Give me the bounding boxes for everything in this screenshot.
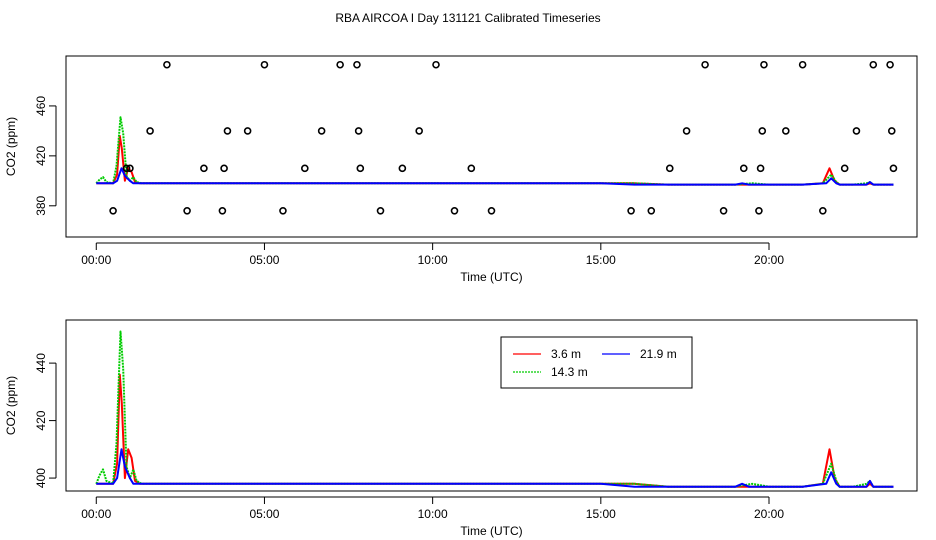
legend-label: 21.9 m [640,347,677,361]
x-tick-label: 10:00 [418,507,448,521]
calibration-point [487,206,496,215]
series-line-21-9-m [96,448,894,488]
calibration-point [647,206,656,215]
calibration-point [220,164,228,173]
calibration-point [682,127,691,135]
calibration-point [126,164,134,173]
calibration-point [243,127,252,135]
y-axis-label: CO2 (ppm) [4,376,18,435]
legend-label: 14.3 m [551,365,588,379]
x-tick-label: 20:00 [754,507,784,521]
plot-area [95,330,894,488]
calibration-point [146,127,154,135]
calibration-point [223,127,232,135]
calibration-point [719,206,728,215]
calibration-point [301,164,309,173]
calibration-point [376,206,385,215]
x-tick-label: 05:00 [249,507,279,521]
calibration-point [665,164,674,173]
series-line-3-6-m [96,134,894,186]
calibration-point [701,60,709,69]
y-tick-label: 380 [34,195,48,215]
plot-frame [65,319,918,492]
calibration-point [432,60,440,69]
series-calibration-points [109,60,898,215]
plot-frame [65,55,918,238]
calibration-point [739,164,748,173]
calibration-point [317,127,326,135]
calibration-point [336,60,344,69]
calibration-point [758,127,767,135]
bottom-panel-timeseries: 00:00 05:00 10:00 15:00 20:00 Time (UTC) 400 42… [4,319,918,538]
y-tick-label: 420 [34,410,48,430]
figure-title: RBA AIRCOA I Day 131121 Calibrated Times… [335,11,600,25]
y-tick-label: 460 [34,96,48,116]
calibration-point [852,127,861,135]
calibration-point [109,206,117,215]
x-axis-label: Time (UTC) [460,524,522,538]
calibration-point [756,164,765,173]
calibration-point [415,127,423,135]
calibration-point [354,127,363,135]
calibration-point [889,164,898,173]
calibration-point [260,60,269,69]
y-tick-label: 420 [34,146,48,166]
series-line-14-3-m [95,330,894,488]
calibration-point [183,206,191,215]
calibration-point [782,127,790,135]
top-panel-timeseries-with-calibration-points: 00:00 05:00 10:00 15:00 20:00 Time (UTC) 380 42… [4,55,918,284]
calibration-point [755,206,763,215]
x-tick-label: 10:00 [418,253,448,267]
calibration-point [398,164,407,173]
calibration-point [356,164,365,173]
calibration-point [798,60,807,69]
legend-label: 3.6 m [551,347,581,361]
calibration-point [353,60,361,69]
x-tick-label: 05:00 [249,253,279,267]
legend-box [500,336,693,389]
legend: 3.6 m 21.9 m 14.3 m [500,336,693,389]
calibration-point [886,60,894,69]
calibration-point [450,206,459,215]
series-line-21-9-m [96,167,894,186]
calibration-point [869,60,878,69]
series-line-3-6-m [96,373,894,488]
calibration-point [163,60,171,69]
calibration-point [819,206,827,215]
calibration-point [627,206,635,215]
calibration-point [840,164,849,173]
y-axis-label: CO2 (ppm) [4,117,18,176]
x-tick-label: 00:00 [81,253,111,267]
x-tick-label: 20:00 [754,253,784,267]
x-tick-label: 15:00 [586,507,616,521]
plot-area [95,60,898,215]
series-line-14-3-m [95,116,894,186]
calibration-point [760,60,768,69]
x-axis-label: Time (UTC) [460,270,522,284]
y-tick-label: 440 [34,353,48,373]
x-tick-label: 00:00 [81,507,111,521]
calibration-point [887,127,896,135]
calibration-point [200,164,208,173]
calibration-point [467,164,476,173]
y-tick-label: 400 [34,468,48,488]
calibration-point [218,206,227,215]
calibration-point [122,164,131,173]
x-tick-label: 15:00 [586,253,616,267]
calibration-point [279,206,287,215]
